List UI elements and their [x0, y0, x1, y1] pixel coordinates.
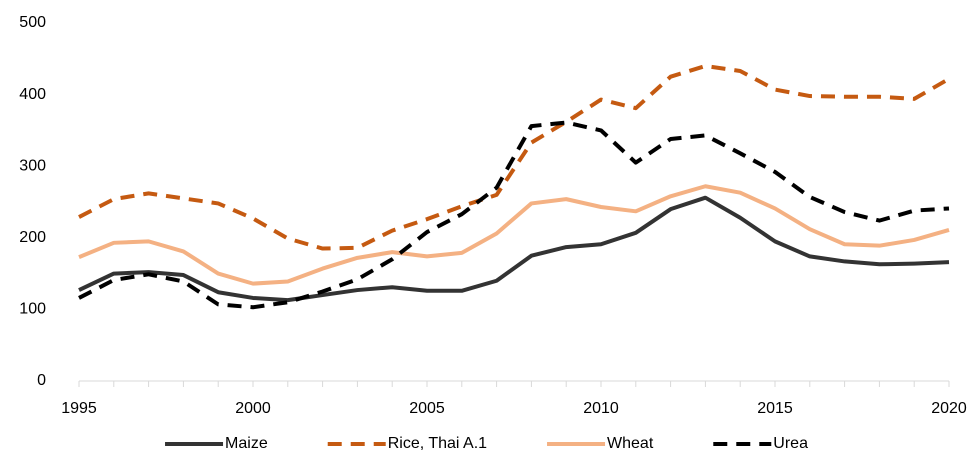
legend-label: Rice, Thai A.1 — [388, 435, 487, 452]
y-tick-label: 500 — [19, 14, 46, 31]
x-tick-label: 2015 — [757, 400, 793, 417]
y-tick-label: 0 — [37, 372, 46, 389]
legend-label: Maize — [225, 435, 268, 452]
x-tick-label: 2005 — [409, 400, 445, 417]
series-line — [78, 195, 950, 303]
x-tick-label: 1995 — [61, 400, 97, 417]
series-line — [78, 63, 950, 251]
y-tick-label: 200 — [19, 229, 46, 246]
legend-label: Urea — [773, 435, 808, 452]
y-tick-label: 100 — [19, 301, 46, 318]
series-line — [78, 184, 950, 286]
x-tick-label: 2000 — [235, 400, 271, 417]
x-tick-label: 2010 — [583, 400, 619, 417]
legend-label: Wheat — [607, 435, 654, 452]
y-tick-label: 300 — [19, 157, 46, 174]
y-tick-label: 400 — [19, 86, 46, 103]
series-line — [78, 120, 950, 310]
x-tick-label: 2020 — [931, 400, 967, 417]
